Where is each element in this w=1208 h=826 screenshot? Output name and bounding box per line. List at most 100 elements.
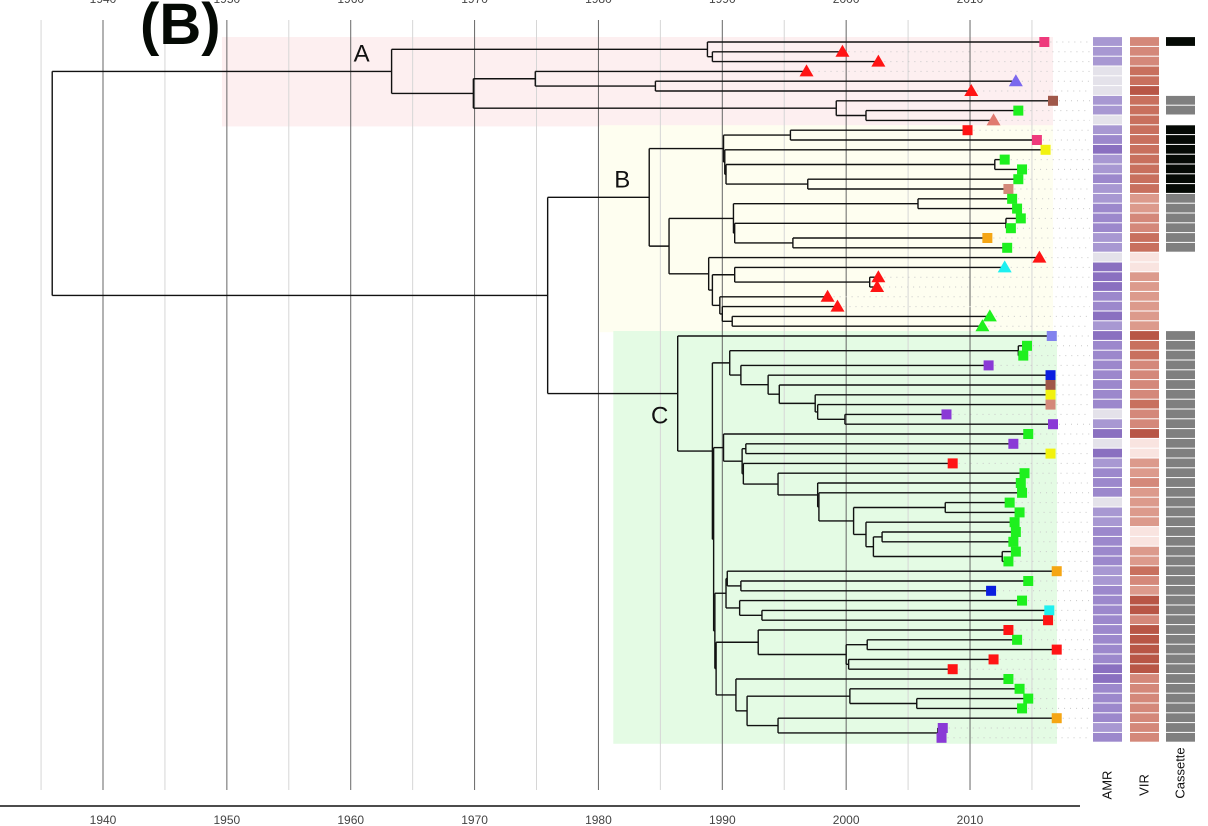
tip-triangle-marker: [997, 260, 1012, 273]
vir-cell: [1130, 664, 1159, 674]
tip-square-marker: [1003, 625, 1014, 635]
tip-square-marker: [1004, 497, 1015, 508]
tip-square-marker: [1044, 605, 1055, 616]
cassette-cell: [1166, 536, 1195, 546]
amr-cell: [1093, 321, 1122, 331]
cassette-cell: [1166, 223, 1195, 233]
cassette-cell: [1166, 566, 1195, 576]
cassette-cell: [1166, 723, 1195, 732]
vir-cell: [1130, 419, 1159, 429]
vir-cell: [1130, 517, 1159, 527]
panel-label: (B): [140, 0, 221, 57]
vir-cell: [1130, 86, 1159, 95]
tip-square-marker: [1014, 507, 1025, 518]
vir-cell: [1130, 429, 1159, 438]
top-axis-tick-label: 2000: [833, 0, 860, 6]
cassette-cell: [1166, 370, 1195, 380]
cassette-cell: [1166, 527, 1195, 536]
clade-shading-layer: [221, 37, 1057, 744]
amr-cell: [1093, 311, 1122, 321]
vir-cell: [1130, 654, 1159, 664]
tip-square-marker: [1008, 536, 1019, 547]
tip-square-marker: [1046, 331, 1057, 341]
tip-square-marker: [1018, 350, 1029, 361]
cassette-cell: [1166, 409, 1195, 419]
cassette-cell: [1166, 360, 1195, 370]
vir-cell: [1130, 468, 1159, 478]
cassette-cell: [1166, 683, 1195, 693]
tip-square-marker: [1051, 566, 1062, 577]
cassette-cell: [1166, 644, 1195, 654]
axis-tick-label: 2010: [957, 813, 984, 826]
vir-cell: [1130, 301, 1159, 311]
amr-cell: [1093, 703, 1122, 713]
amr-cell: [1093, 301, 1122, 311]
tip-square-marker: [1048, 95, 1059, 106]
amr-cell: [1093, 262, 1122, 272]
tip-triangle-marker: [975, 319, 990, 332]
cassette-cell: [1166, 468, 1195, 478]
tip-square-marker: [1051, 644, 1062, 655]
vir-cell: [1130, 262, 1159, 272]
vir-cell: [1130, 223, 1159, 233]
axis-tick-label: 1970: [461, 813, 488, 826]
amr-cell: [1093, 674, 1122, 683]
cassette-cell: [1166, 458, 1195, 468]
vir-cell: [1130, 125, 1159, 135]
cassette-cell: [1166, 331, 1195, 340]
cassette-cell: [1166, 135, 1195, 144]
cassette-cell: [1166, 517, 1195, 527]
vir-cell: [1130, 546, 1159, 556]
axis-tick-label: 1950: [214, 813, 241, 826]
amr-cell: [1093, 144, 1122, 154]
clade-c-shade: [613, 331, 1057, 744]
tip-square-marker: [1009, 517, 1020, 528]
amr-cell: [1093, 527, 1122, 536]
vir-cell: [1130, 576, 1159, 585]
top-axis-tick-label: 2010: [957, 0, 984, 6]
vir-cell: [1130, 566, 1159, 576]
tip-triangle-marker: [871, 270, 886, 283]
tip-triangle-marker: [820, 289, 835, 302]
vir-cell: [1130, 56, 1159, 66]
amr-cell: [1093, 125, 1122, 135]
top-axis-tick-label: 1980: [585, 0, 612, 6]
tip-triangle-marker: [1032, 250, 1047, 263]
amr-cell: [1093, 350, 1122, 360]
axis-tick-label: 1990: [709, 813, 736, 826]
tip-square-marker: [1043, 615, 1054, 626]
amr-cell: [1093, 566, 1122, 576]
tip-square-marker: [1023, 693, 1034, 704]
cassette-cell: [1166, 419, 1195, 429]
top-axis-tick-label: 1950: [214, 0, 241, 6]
cassette-cell: [1166, 487, 1195, 497]
vir-cell: [1130, 634, 1159, 644]
amr-cell: [1093, 291, 1122, 301]
tip-square-marker: [1021, 340, 1032, 351]
cassette-cell: [1166, 399, 1195, 409]
amr-cell: [1093, 517, 1122, 527]
vir-cell: [1130, 703, 1159, 713]
vir-cell: [1130, 144, 1159, 154]
vir-cell: [1130, 193, 1159, 203]
amr-cell: [1093, 732, 1122, 742]
tip-square-marker: [1013, 105, 1024, 116]
cassette-cell: [1166, 350, 1195, 360]
cassette-cell: [1166, 95, 1195, 105]
tip-square-marker: [1023, 576, 1034, 586]
tip-square-marker: [1048, 419, 1059, 430]
cassette-cell: [1166, 438, 1195, 448]
vir-cell: [1130, 272, 1159, 282]
amr-cell: [1093, 458, 1122, 468]
vir-cell: [1130, 380, 1159, 389]
tip-square-marker: [936, 732, 947, 743]
tip-triangle-marker: [871, 54, 886, 67]
vir-cell: [1130, 115, 1159, 125]
axis-tick-label: 1980: [585, 813, 612, 826]
cassette-cell: [1166, 507, 1195, 517]
cassette-cell: [1166, 164, 1195, 174]
cassette-column-label: Cassette: [1173, 747, 1188, 798]
amr-cell: [1093, 154, 1122, 164]
amr-cell: [1093, 233, 1122, 242]
vir-cell: [1130, 409, 1159, 419]
